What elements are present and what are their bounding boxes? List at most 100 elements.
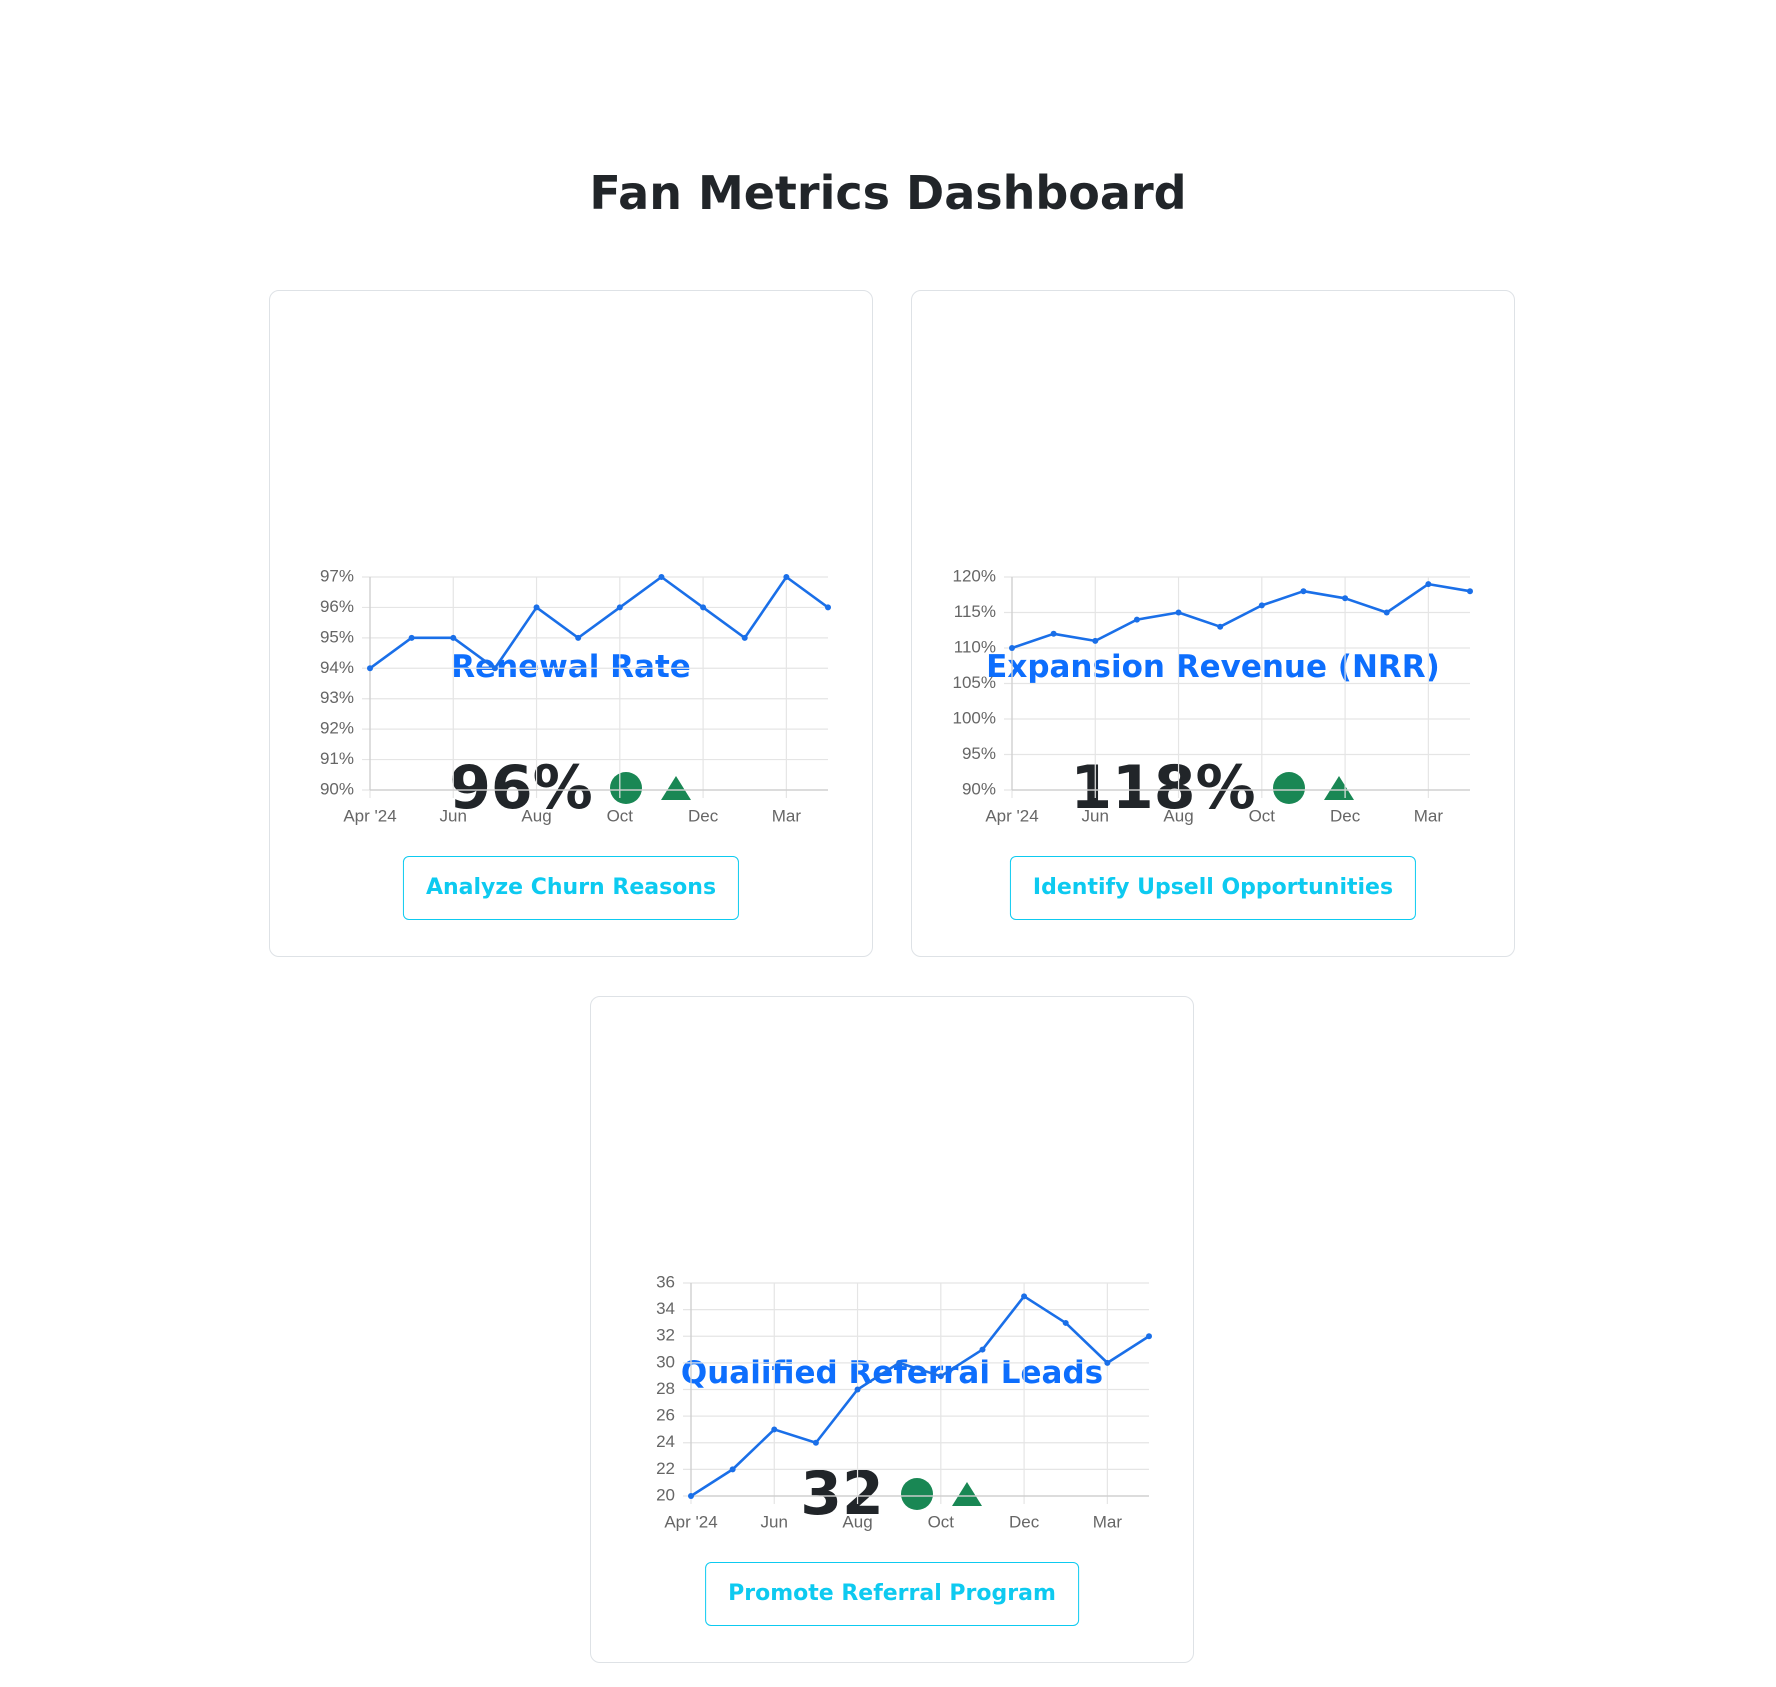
- x-tick-label: Mar: [772, 806, 802, 825]
- kpi-value: 118%: [1070, 753, 1256, 823]
- status-icons: [609, 772, 691, 804]
- x-tick-label: Dec: [1330, 806, 1361, 825]
- data-point: [896, 1359, 903, 1366]
- y-tick-label: 24: [656, 1432, 675, 1451]
- x-tick-label: Aug: [1163, 806, 1193, 825]
- x-tick-label: Apr '24: [985, 806, 1038, 825]
- y-tick-label: 91%: [320, 749, 354, 768]
- data-point: [367, 665, 373, 672]
- metric-card: Renewal Rate 96% 90% 91% 92% 93% 94% 95% 96% 97% A…: [269, 290, 873, 957]
- data-point: [1062, 1319, 1069, 1326]
- data-point: [533, 604, 540, 611]
- y-tick-label: 115%: [954, 602, 996, 621]
- x-tick-label: Aug: [521, 806, 551, 825]
- data-point: [1300, 588, 1307, 595]
- trend-up: [660, 776, 691, 800]
- data-point: [658, 574, 665, 580]
- line-chart: 90% 95% 100% 105% 110% 115% 120% Apr '24 Jun Aug O…: [953, 566, 1473, 825]
- data-point: [825, 604, 831, 611]
- line-chart: 20 22 24 26 28 30 32 34 36 Apr '24 Jun Aug Oct Dec Mar: [656, 1272, 1152, 1531]
- data-point: [937, 1373, 944, 1380]
- status-dot: [900, 1478, 933, 1510]
- data-point: [783, 574, 790, 580]
- status-dot: [1272, 772, 1305, 804]
- y-tick-label: 22: [656, 1459, 675, 1478]
- y-tick-label: 93%: [320, 688, 354, 707]
- data-point: [1021, 1293, 1028, 1300]
- action-button[interactable]: Promote Referral Program: [705, 1562, 1079, 1626]
- data-point: [491, 665, 498, 672]
- y-tick-label: 36: [656, 1272, 675, 1291]
- data-point: [1175, 609, 1182, 616]
- data-point: [1050, 630, 1057, 637]
- data-point: [700, 604, 707, 611]
- page-title: Fan Metrics Dashboard: [589, 166, 1187, 220]
- metric-card: Expansion Revenue (NRR) 118% 90% 95% 100% 105…: [911, 290, 1515, 957]
- data-point: [1425, 581, 1432, 588]
- data-point: [979, 1346, 986, 1353]
- y-tick-label: 96%: [320, 597, 354, 616]
- y-tick-label: 97%: [320, 566, 354, 585]
- y-tick-label: 32: [656, 1326, 675, 1345]
- x-tick-label: Jun: [440, 806, 467, 825]
- status-dot: [609, 772, 642, 804]
- data-point: [1104, 1359, 1111, 1366]
- x-tick-label: Dec: [688, 806, 719, 825]
- data-point: [450, 634, 457, 641]
- data-point: [771, 1426, 778, 1433]
- data-point: [408, 634, 415, 641]
- x-tick-label: Jun: [761, 1512, 788, 1531]
- trend-up: [1323, 776, 1354, 800]
- kpi-value: 32: [800, 1459, 884, 1529]
- kpi-row: 118%: [912, 753, 1514, 823]
- kpi-row: 96%: [270, 753, 872, 823]
- kpi-value: 96%: [449, 753, 593, 823]
- trend-up: [951, 1482, 982, 1506]
- data-point: [1342, 595, 1349, 602]
- y-tick-label: 105%: [953, 673, 996, 692]
- series-line: [690, 1295, 1150, 1498]
- x-tick-label: Oct: [607, 806, 634, 825]
- data-point: [741, 634, 748, 641]
- data-point: [1258, 602, 1265, 609]
- data-point: [1009, 645, 1015, 651]
- data-point: [1217, 623, 1224, 630]
- y-tick-label: 90%: [320, 779, 354, 798]
- x-tick-label: Jun: [1082, 806, 1109, 825]
- card-title: Expansion Revenue (NRR): [986, 649, 1440, 685]
- data-point: [1146, 1333, 1152, 1340]
- y-tick-label: 26: [656, 1406, 675, 1425]
- data-point: [1092, 637, 1099, 644]
- y-tick-label: 92%: [320, 719, 354, 738]
- status-icons: [1272, 772, 1354, 804]
- data-point: [1133, 616, 1140, 623]
- x-tick-label: Apr '24: [664, 1512, 717, 1531]
- action-button[interactable]: Identify Upsell Opportunities: [1009, 856, 1417, 920]
- action-button[interactable]: Analyze Churn Reasons: [402, 856, 740, 920]
- data-point: [812, 1439, 819, 1446]
- y-tick-label: 94%: [320, 658, 354, 677]
- y-tick-label: 20: [656, 1485, 675, 1504]
- x-tick-label: Mar: [1414, 806, 1444, 825]
- card-title: Qualified Referral Leads: [680, 1355, 1104, 1391]
- x-tick-label: Apr '24: [343, 806, 396, 825]
- y-tick-label: 110%: [954, 637, 996, 656]
- y-tick-label: 30: [656, 1352, 675, 1371]
- data-point: [1383, 609, 1390, 616]
- x-tick-label: Oct: [928, 1512, 955, 1531]
- y-tick-label: 120%: [953, 566, 996, 585]
- y-tick-label: 28: [656, 1379, 675, 1398]
- kpi-row: 32: [591, 1459, 1193, 1529]
- data-point: [729, 1466, 736, 1473]
- y-tick-label: 100%: [953, 708, 996, 727]
- y-tick-label: 95%: [320, 627, 354, 646]
- x-tick-label: Aug: [842, 1512, 872, 1531]
- x-tick-label: Mar: [1093, 1512, 1123, 1531]
- data-point: [1467, 588, 1473, 595]
- series-line: [369, 575, 829, 670]
- line-chart: 90% 91% 92% 93% 94% 95% 96% 97% Apr '24 Jun Aug Oct…: [320, 566, 831, 825]
- y-tick-label: 34: [656, 1299, 675, 1318]
- y-tick-label: 90%: [962, 779, 996, 798]
- status-icons: [900, 1478, 982, 1510]
- data-point: [854, 1386, 861, 1393]
